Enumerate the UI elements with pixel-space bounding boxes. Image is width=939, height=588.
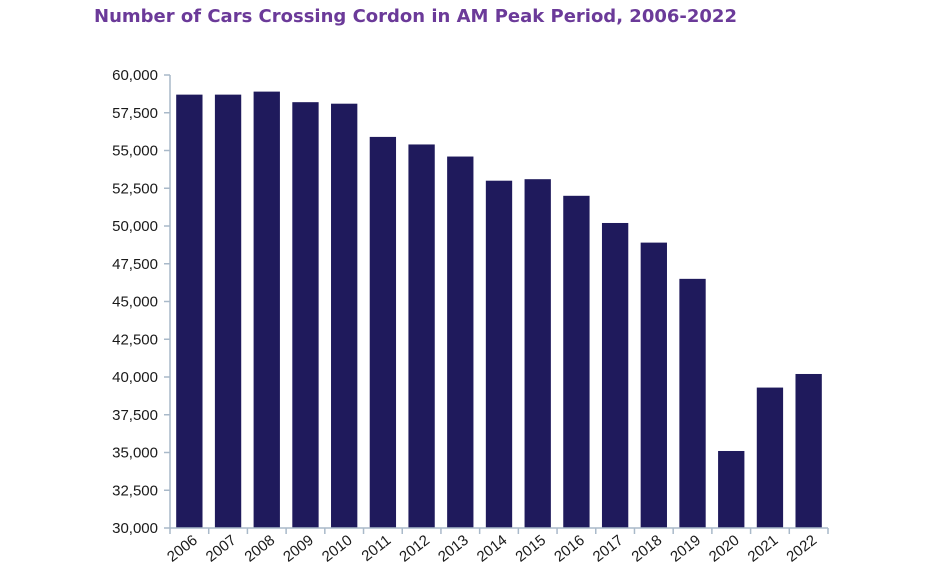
x-tick-label-2017: 2017 <box>590 532 627 566</box>
y-tick-label: 52,500 <box>112 180 158 197</box>
y-tick-label: 47,500 <box>112 256 158 273</box>
bar-2009 <box>292 102 319 529</box>
bar-2010 <box>331 103 358 528</box>
x-tick-label-2015: 2015 <box>512 532 549 566</box>
x-tick-label-2022: 2022 <box>783 532 820 566</box>
bar-2017 <box>601 222 629 529</box>
x-tick-label-2006: 2006 <box>164 532 201 566</box>
y-tick-label: 57,500 <box>112 105 158 122</box>
x-tick-label-2008: 2008 <box>241 532 278 566</box>
x-tick-label-2010: 2010 <box>319 532 356 566</box>
bar-2006 <box>176 94 203 528</box>
x-tick-label-2007: 2007 <box>203 532 240 566</box>
bar-2013 <box>447 156 474 529</box>
bar-2020 <box>718 450 745 528</box>
y-tick-label: 45,000 <box>112 294 158 311</box>
x-tick-label-2014: 2014 <box>474 532 511 566</box>
x-tick-label-2013: 2013 <box>435 532 472 566</box>
x-tick-label-2020: 2020 <box>706 532 743 566</box>
bar-2007 <box>214 94 242 528</box>
bar-2011 <box>369 136 397 528</box>
axes-group <box>164 74 829 534</box>
y-tick-label: 55,000 <box>112 143 158 160</box>
y-tick-label: 42,500 <box>112 331 158 348</box>
x-tick-label-2019: 2019 <box>667 532 704 566</box>
y-tick-label: 50,000 <box>112 218 158 235</box>
bar-2019 <box>679 278 706 528</box>
bar-2012 <box>408 144 435 528</box>
x-tick-label-2009: 2009 <box>280 532 317 566</box>
chart-title: Number of Cars Crossing Cordon in AM Pea… <box>94 6 737 27</box>
y-tick-label: 35,000 <box>112 445 158 462</box>
y-tick-labels: 30,000 32,500 35,000 37,500 40,000 42,500 45,0… <box>112 67 158 537</box>
bars-group <box>176 91 822 529</box>
y-tick-label: 30,000 <box>112 520 158 537</box>
bar-2018 <box>640 242 667 529</box>
bar-2021 <box>756 387 784 528</box>
x-tick-label-2011: 2011 <box>358 532 394 565</box>
x-tick-label-2021: 2021 <box>745 532 782 566</box>
bar-2022 <box>795 373 822 528</box>
x-tick-label-2012: 2012 <box>396 532 433 566</box>
y-tick-label: 37,500 <box>112 407 158 424</box>
x-tick-label-2016: 2016 <box>551 532 588 566</box>
bar-2015 <box>524 179 551 528</box>
bar-2008 <box>253 91 280 529</box>
y-tick-label: 32,500 <box>112 482 158 499</box>
x-tick-labels: 2006 2007 2008 2009 2010 2011 2012 2013 2014 2015… <box>164 532 820 566</box>
x-tick-label-2018: 2018 <box>629 532 666 566</box>
y-tick-label: 60,000 <box>112 67 158 84</box>
y-tick-label: 40,000 <box>112 369 158 386</box>
bar-2014 <box>485 180 513 528</box>
bar-2016 <box>563 195 590 529</box>
